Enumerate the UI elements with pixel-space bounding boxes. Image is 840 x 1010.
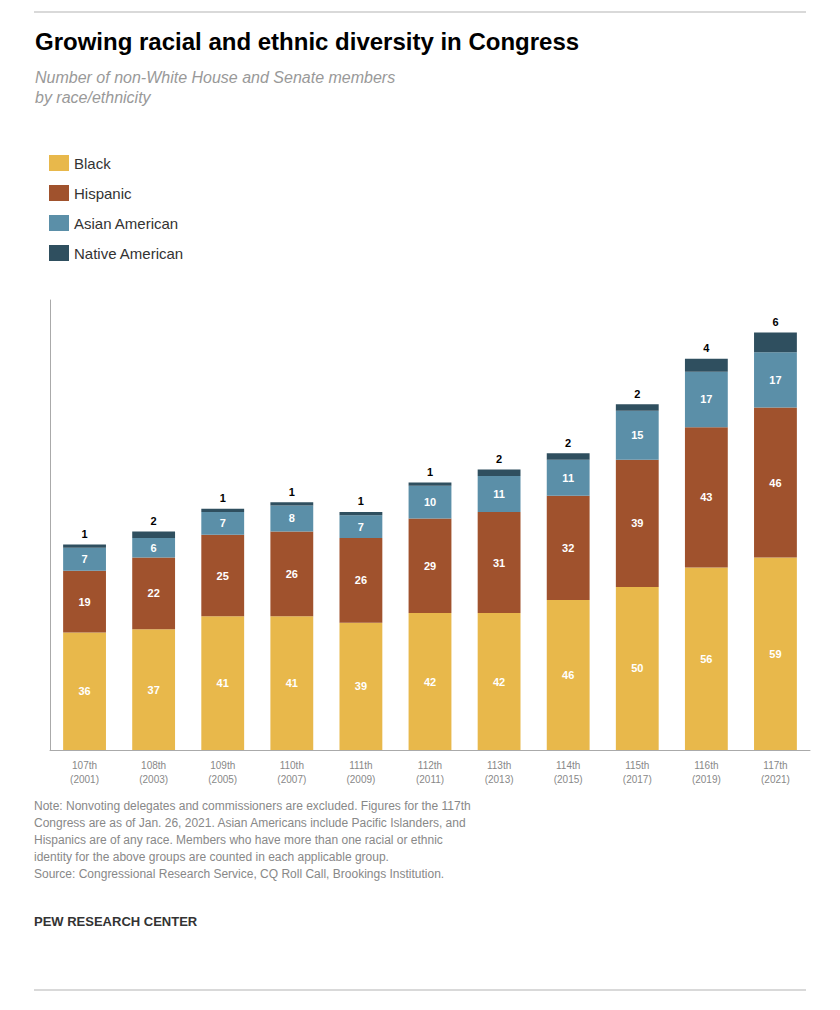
svg-text:Congress are as of Jan. 26, 20: Congress are as of Jan. 26, 2021. Asian … (34, 816, 466, 830)
svg-text:Native American: Native American (74, 245, 183, 262)
svg-text:36: 36 (78, 685, 90, 697)
svg-text:10: 10 (424, 496, 436, 508)
svg-text:6: 6 (772, 316, 778, 328)
svg-text:39: 39 (355, 680, 367, 692)
svg-text:25: 25 (217, 570, 229, 582)
svg-text:59: 59 (769, 648, 781, 660)
svg-text:by race/ethnicity: by race/ethnicity (35, 89, 152, 106)
svg-text:identity for the above groups: identity for the above groups are counte… (34, 850, 389, 864)
svg-text:117th: 117th (763, 760, 787, 771)
svg-text:39: 39 (631, 517, 643, 529)
svg-text:109th: 109th (210, 760, 235, 771)
svg-text:22: 22 (148, 587, 160, 599)
svg-text:111th: 111th (349, 760, 373, 771)
svg-text:1: 1 (427, 466, 433, 478)
svg-text:112th: 112th (418, 760, 442, 771)
svg-text:114th: 114th (556, 760, 580, 771)
svg-text:26: 26 (286, 568, 298, 580)
svg-text:2: 2 (496, 453, 502, 465)
svg-text:6: 6 (151, 542, 157, 554)
svg-text:42: 42 (424, 676, 436, 688)
svg-text:116th: 116th (694, 760, 718, 771)
svg-text:Hispanic: Hispanic (74, 185, 132, 202)
svg-text:(2021): (2021) (761, 774, 790, 785)
svg-text:(2015): (2015) (554, 774, 583, 785)
svg-text:Growing racial and ethnic dive: Growing racial and ethnic diversity in C… (35, 28, 579, 55)
svg-text:4: 4 (703, 342, 710, 354)
svg-text:(2019): (2019) (692, 774, 721, 785)
svg-text:17: 17 (769, 374, 781, 386)
svg-text:29: 29 (424, 560, 436, 572)
svg-text:108th: 108th (141, 760, 166, 771)
svg-text:1: 1 (220, 492, 226, 504)
svg-text:46: 46 (562, 669, 574, 681)
svg-text:43: 43 (700, 491, 712, 503)
svg-text:8: 8 (289, 512, 295, 524)
svg-text:7: 7 (358, 521, 364, 533)
svg-text:32: 32 (562, 542, 574, 554)
svg-text:26: 26 (355, 574, 367, 586)
svg-text:Hispanics are of any race. Mem: Hispanics are of any race. Members who h… (34, 833, 443, 847)
svg-text:17: 17 (700, 393, 712, 405)
svg-text:(2009): (2009) (346, 774, 375, 785)
svg-text:1: 1 (81, 528, 87, 540)
svg-text:37: 37 (148, 684, 160, 696)
svg-text:7: 7 (220, 517, 226, 529)
svg-text:Asian American: Asian American (74, 215, 178, 232)
svg-text:110th: 110th (280, 760, 304, 771)
svg-text:56: 56 (700, 653, 712, 665)
svg-text:(2001): (2001) (70, 774, 99, 785)
svg-text:107th: 107th (72, 760, 97, 771)
svg-text:(2013): (2013) (485, 774, 514, 785)
svg-text:50: 50 (631, 662, 643, 674)
svg-text:2: 2 (565, 437, 571, 449)
svg-text:(2007): (2007) (277, 774, 306, 785)
svg-text:46: 46 (769, 477, 781, 489)
svg-text:113th: 113th (487, 760, 511, 771)
svg-text:2: 2 (634, 388, 640, 400)
svg-text:1: 1 (289, 486, 295, 498)
svg-text:31: 31 (493, 557, 505, 569)
svg-text:41: 41 (286, 677, 298, 689)
svg-text:Black: Black (74, 155, 111, 172)
svg-text:19: 19 (78, 596, 90, 608)
svg-text:(2003): (2003) (139, 774, 168, 785)
svg-text:Note: Nonvoting delegates and: Note: Nonvoting delegates and commission… (34, 799, 471, 813)
svg-text:115th: 115th (625, 760, 649, 771)
svg-text:15: 15 (631, 429, 643, 441)
svg-text:(2017): (2017) (623, 774, 652, 785)
svg-text:1: 1 (358, 495, 364, 507)
svg-text:PEW RESEARCH CENTER: PEW RESEARCH CENTER (34, 914, 198, 929)
svg-text:11: 11 (562, 472, 574, 484)
svg-text:Source: Congressional Research: Source: Congressional Research Service, … (34, 867, 444, 881)
svg-text:(2005): (2005) (208, 774, 237, 785)
svg-text:41: 41 (217, 677, 229, 689)
svg-text:11: 11 (493, 488, 505, 500)
svg-text:42: 42 (493, 676, 505, 688)
svg-text:2: 2 (151, 515, 157, 527)
svg-text:(2011): (2011) (416, 774, 444, 785)
svg-text:7: 7 (81, 553, 87, 565)
svg-text:Number of non-White House and: Number of non-White House and Senate mem… (35, 69, 395, 86)
